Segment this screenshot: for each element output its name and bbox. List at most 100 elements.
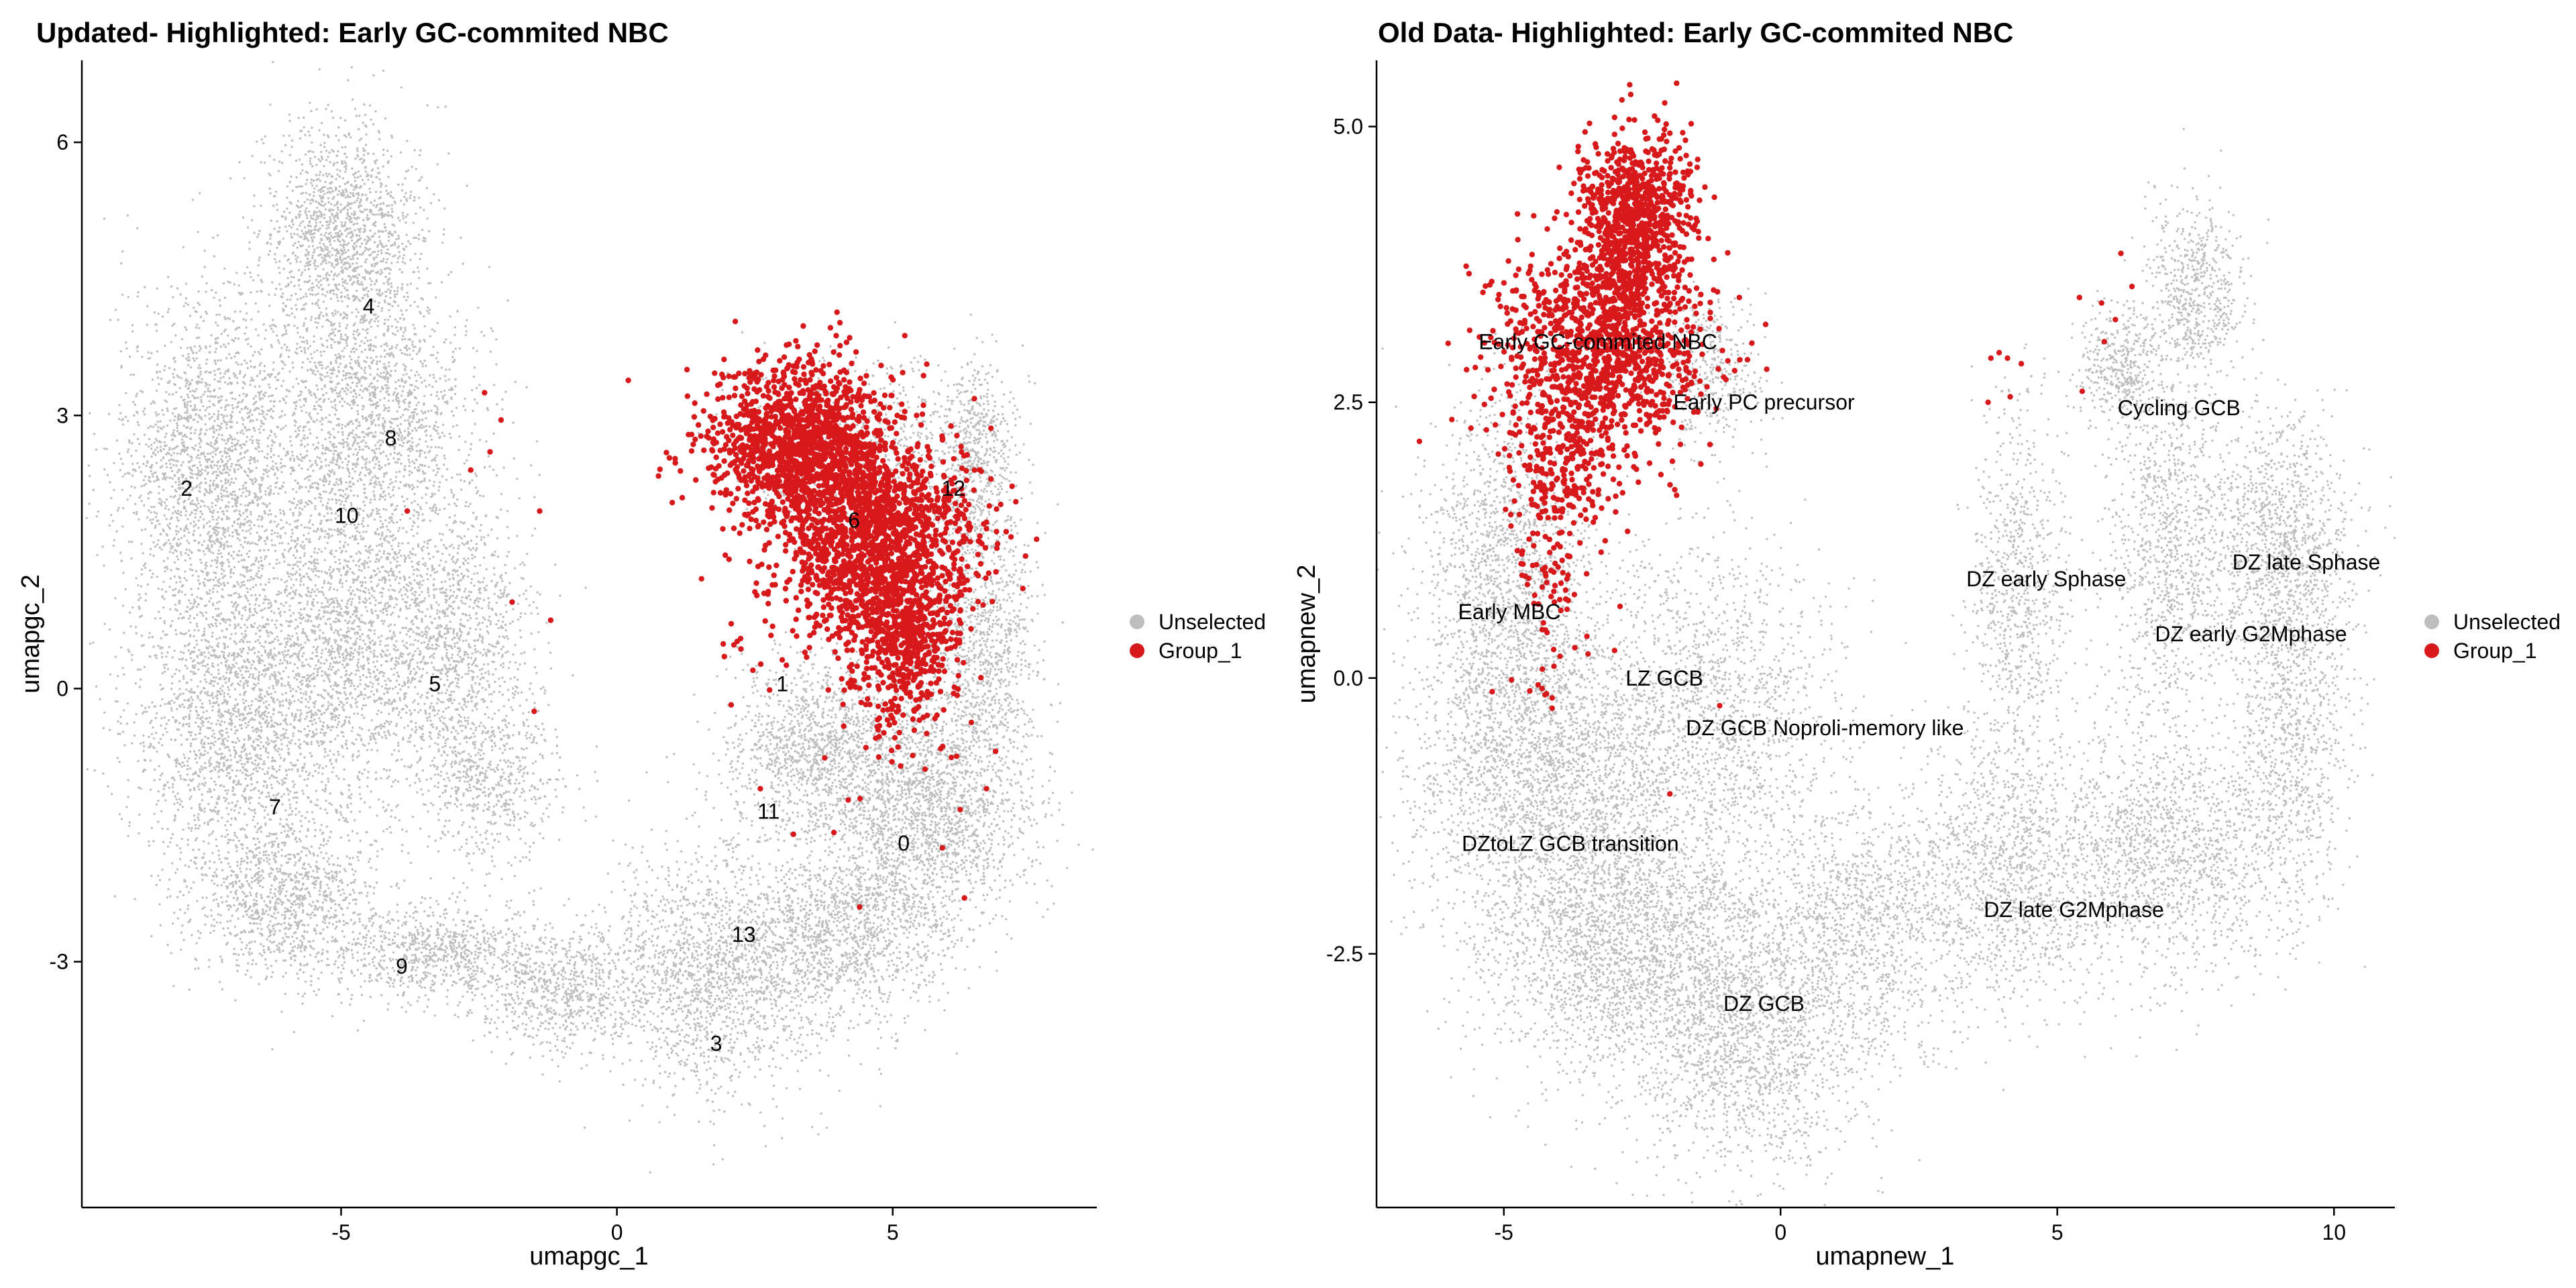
unselected-point bbox=[320, 151, 322, 153]
unselected-point bbox=[286, 207, 288, 209]
unselected-point bbox=[328, 201, 330, 203]
unselected-point bbox=[341, 160, 343, 162]
unselected-point bbox=[356, 251, 358, 253]
unselected-point bbox=[317, 158, 319, 160]
unselected-point bbox=[301, 130, 303, 132]
unselected-point bbox=[391, 136, 393, 138]
unselected-point bbox=[343, 249, 345, 251]
unselected-point bbox=[305, 231, 307, 233]
unselected-point bbox=[381, 271, 383, 273]
unselected-point bbox=[328, 173, 330, 175]
unselected-point bbox=[276, 203, 278, 205]
unselected-point bbox=[317, 292, 319, 294]
unselected-point bbox=[407, 169, 409, 171]
unselected-point bbox=[323, 301, 325, 303]
unselected-point bbox=[304, 226, 306, 228]
unselected-point bbox=[296, 261, 298, 263]
unselected-point bbox=[370, 288, 372, 290]
unselected-point bbox=[291, 140, 293, 142]
unselected-point bbox=[390, 195, 392, 197]
unselected-point bbox=[323, 146, 325, 148]
unselected-point bbox=[443, 207, 445, 209]
unselected-point bbox=[298, 284, 300, 286]
unselected-point bbox=[389, 315, 391, 317]
unselected-point bbox=[268, 155, 270, 157]
unselected-point bbox=[409, 243, 411, 245]
unselected-point bbox=[341, 284, 343, 286]
unselected-point bbox=[356, 262, 358, 264]
unselected-point bbox=[397, 217, 399, 219]
unselected-point bbox=[391, 216, 393, 218]
unselected-point bbox=[366, 248, 368, 250]
unselected-point bbox=[299, 235, 301, 237]
unselected-point bbox=[258, 259, 260, 261]
unselected-point bbox=[311, 127, 313, 129]
unselected-point bbox=[318, 317, 320, 319]
unselected-point bbox=[299, 261, 301, 263]
unselected-point bbox=[280, 288, 282, 290]
unselected-point bbox=[239, 294, 241, 296]
unselected-point bbox=[375, 256, 377, 258]
unselected-point bbox=[315, 201, 317, 203]
unselected-point bbox=[345, 235, 347, 237]
unselected-point bbox=[304, 134, 306, 136]
unselected-point bbox=[329, 219, 331, 221]
unselected-point bbox=[345, 217, 347, 219]
unselected-point bbox=[379, 240, 381, 242]
unselected-point bbox=[321, 364, 323, 366]
unselected-point bbox=[427, 104, 429, 106]
unselected-point bbox=[331, 110, 333, 112]
unselected-point bbox=[363, 103, 365, 105]
unselected-point bbox=[320, 144, 322, 146]
unselected-point bbox=[320, 233, 322, 235]
unselected-point bbox=[323, 243, 325, 245]
unselected-point bbox=[344, 119, 346, 121]
unselected-point bbox=[337, 207, 339, 209]
unselected-point bbox=[290, 176, 292, 178]
unselected-point bbox=[297, 233, 299, 235]
unselected-point bbox=[302, 220, 304, 222]
unselected-point bbox=[414, 253, 416, 255]
unselected-point bbox=[437, 322, 439, 324]
unselected-point bbox=[376, 213, 378, 215]
unselected-point bbox=[361, 243, 363, 245]
unselected-point bbox=[357, 176, 359, 178]
unselected-point bbox=[288, 211, 290, 213]
unselected-point bbox=[349, 279, 351, 281]
unselected-point bbox=[320, 354, 322, 356]
unselected-point bbox=[272, 61, 274, 63]
unselected-point bbox=[405, 170, 407, 172]
unselected-point bbox=[380, 182, 382, 184]
unselected-point bbox=[328, 209, 330, 211]
unselected-point bbox=[258, 233, 260, 235]
unselected-point bbox=[343, 160, 345, 162]
unselected-point bbox=[313, 180, 315, 182]
unselected-point bbox=[372, 257, 374, 259]
unselected-point bbox=[421, 176, 423, 178]
unselected-point bbox=[299, 225, 301, 227]
unselected-point bbox=[318, 286, 320, 288]
unselected-point bbox=[324, 186, 326, 188]
unselected-point bbox=[316, 327, 318, 329]
unselected-point bbox=[371, 265, 373, 267]
unselected-point bbox=[331, 149, 333, 151]
unselected-point bbox=[301, 272, 303, 274]
unselected-point bbox=[339, 230, 341, 232]
unselected-point bbox=[336, 297, 338, 299]
unselected-point bbox=[321, 201, 323, 203]
unselected-point bbox=[309, 233, 311, 235]
unselected-point bbox=[288, 271, 290, 273]
unselected-point bbox=[426, 217, 428, 219]
unselected-point bbox=[385, 245, 387, 247]
unselected-point bbox=[388, 205, 390, 207]
unselected-point bbox=[288, 225, 290, 227]
unselected-point bbox=[294, 304, 297, 306]
unselected-point bbox=[330, 324, 332, 326]
unselected-point bbox=[411, 166, 413, 168]
unselected-point bbox=[365, 144, 367, 146]
unselected-point bbox=[428, 230, 430, 232]
unselected-point bbox=[354, 270, 356, 272]
unselected-point bbox=[325, 307, 327, 309]
unselected-point bbox=[364, 227, 366, 229]
unselected-point bbox=[285, 285, 287, 287]
